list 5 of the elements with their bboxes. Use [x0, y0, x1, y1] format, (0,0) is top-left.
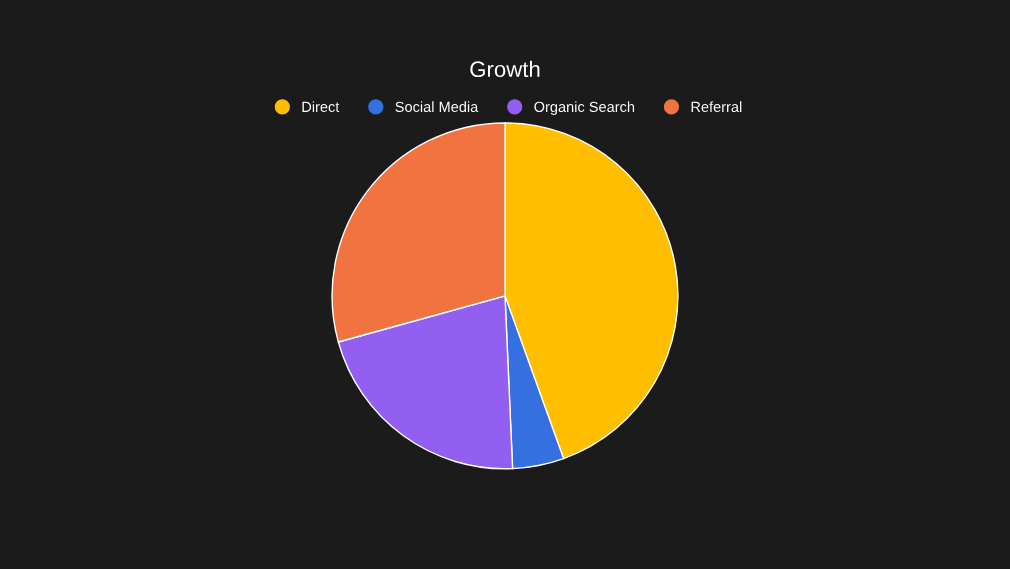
legend-label: Social Media — [395, 101, 479, 113]
chart-title: Growth — [470, 60, 540, 78]
legend-label: Referral — [691, 101, 742, 113]
legend-label: Organic Search — [534, 101, 635, 115]
legend-label: Direct — [302, 101, 340, 113]
